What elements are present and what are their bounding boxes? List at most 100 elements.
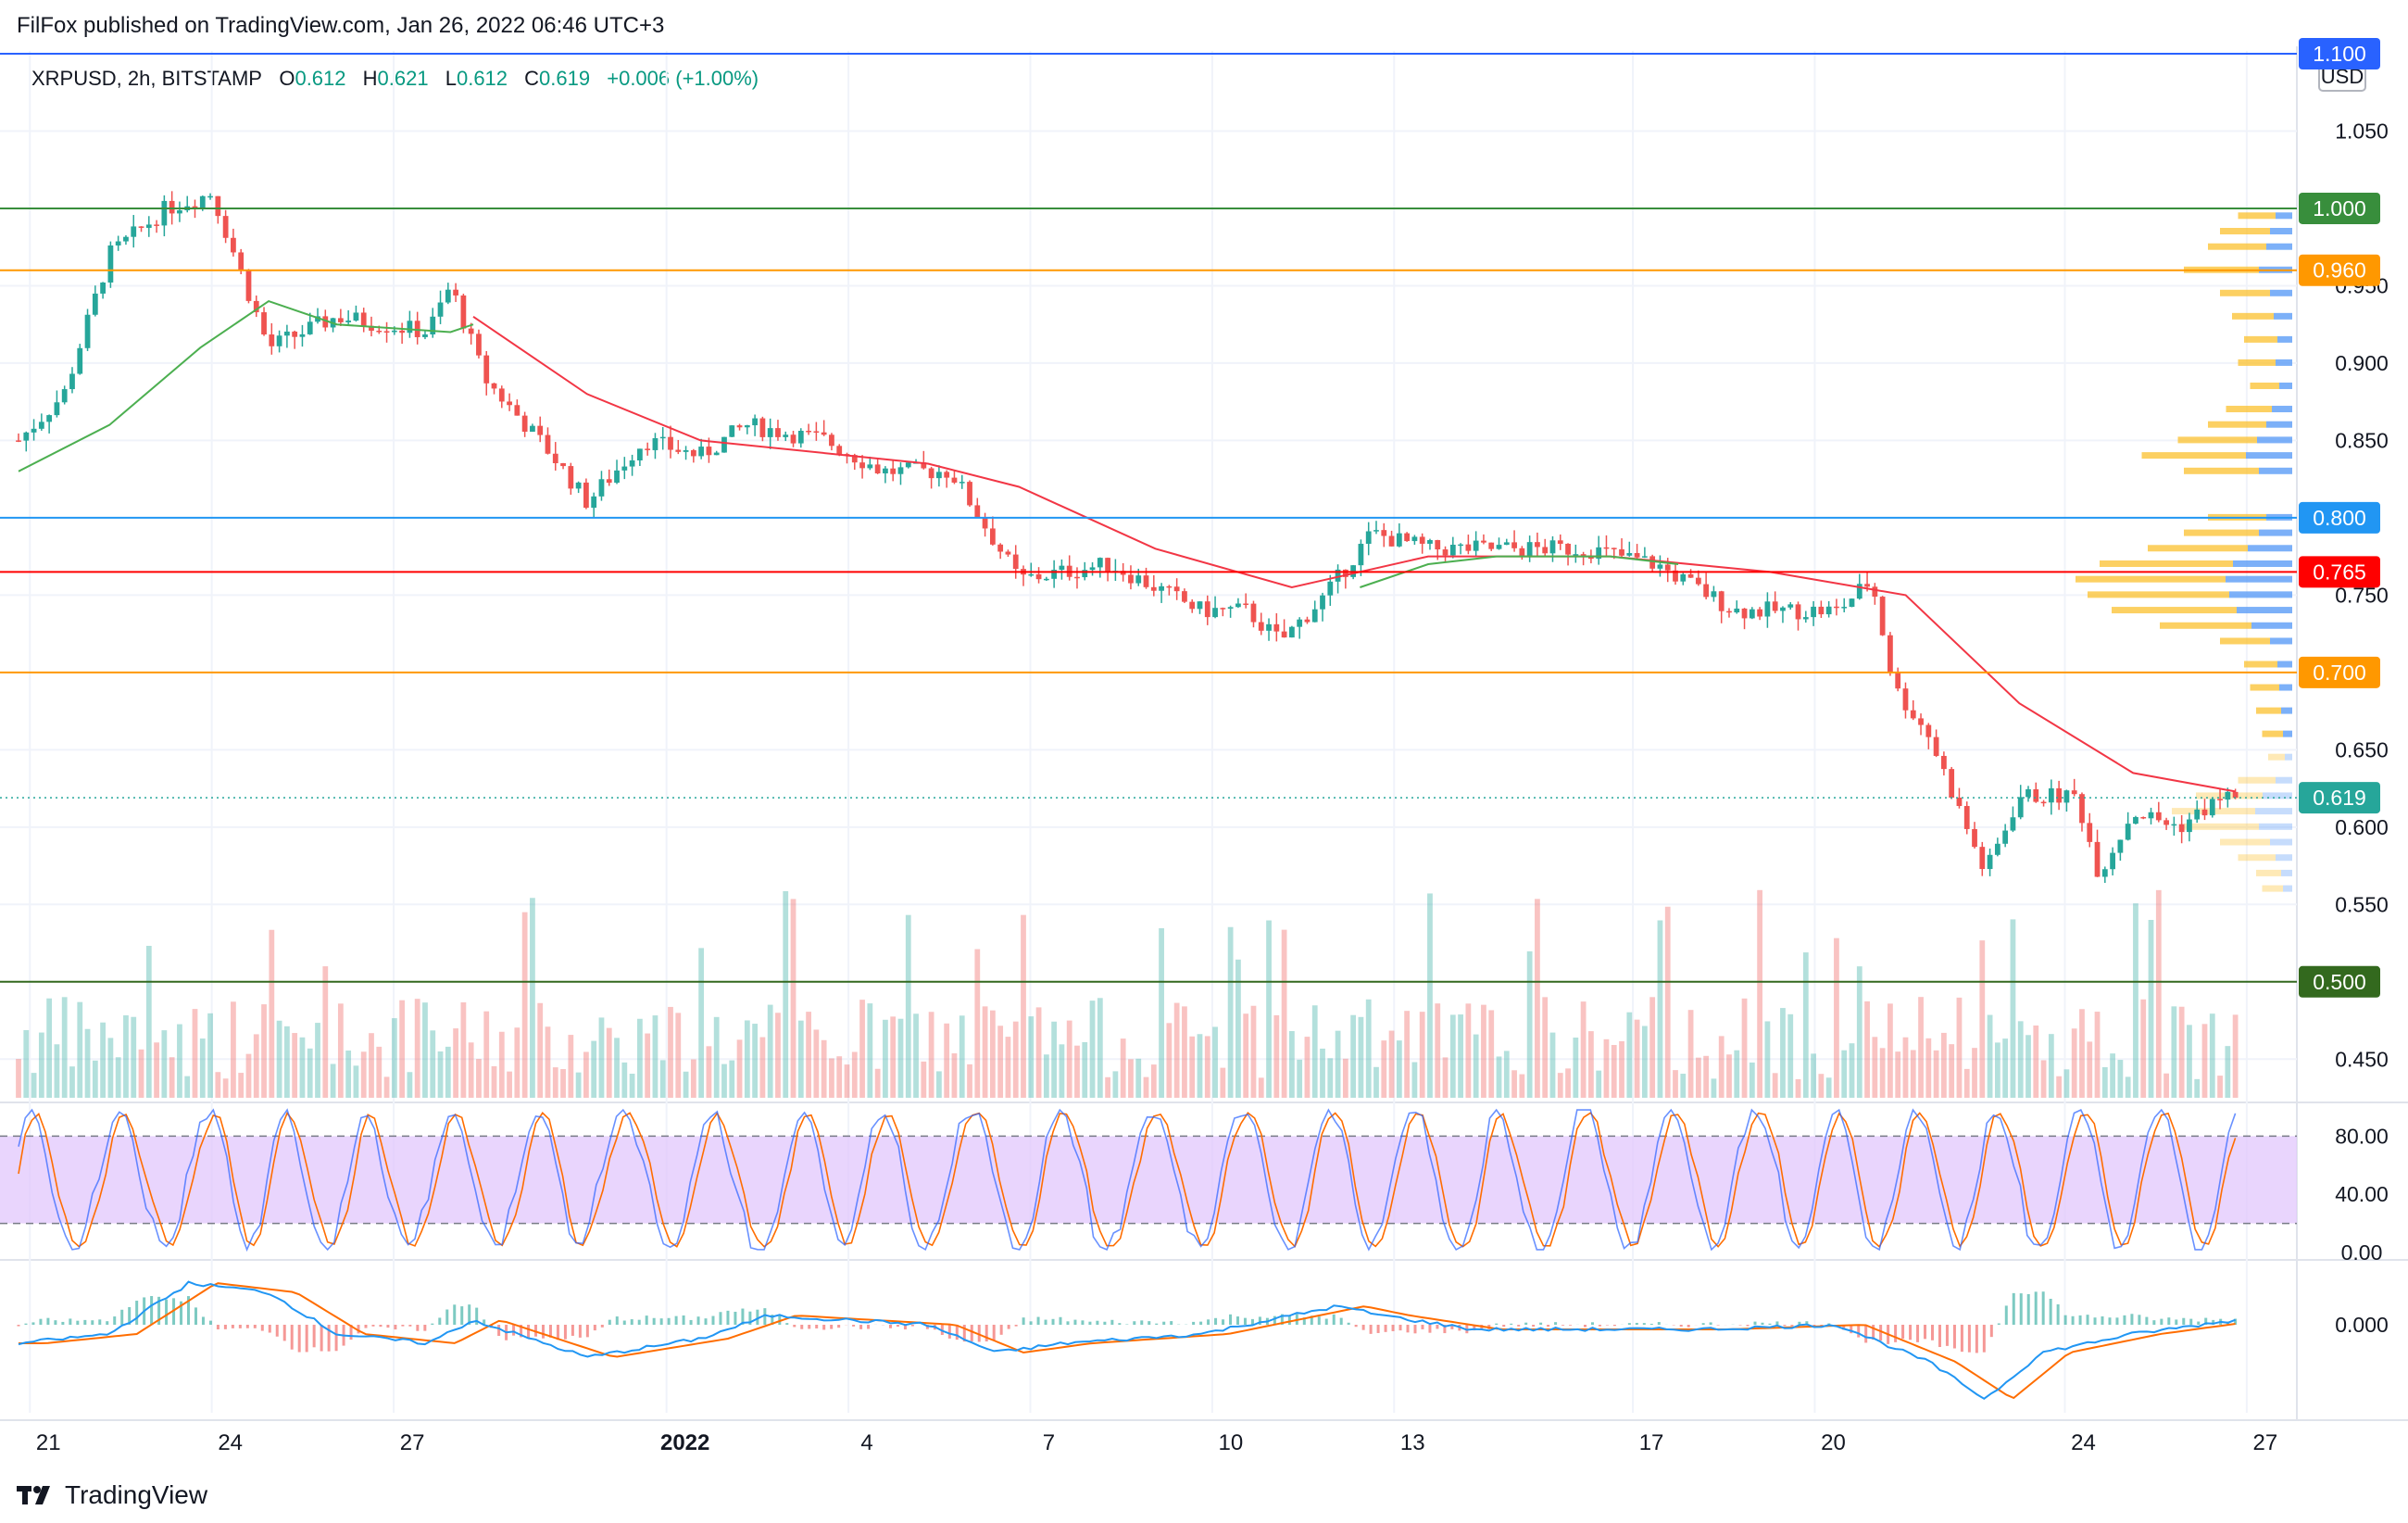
candle-body xyxy=(1388,535,1395,547)
macd-histogram-bar xyxy=(771,1315,774,1325)
candle-body xyxy=(2056,787,2063,803)
time-tick-label: 4 xyxy=(860,1430,872,1455)
macd-histogram-bar xyxy=(1894,1325,1898,1342)
volume-bar xyxy=(1159,927,1164,1098)
macd-tick-label: 0.000 xyxy=(2335,1313,2389,1337)
candle-body xyxy=(1780,607,1786,611)
macd-histogram-bar xyxy=(1273,1315,1276,1325)
macd-histogram-bar xyxy=(1022,1317,1025,1325)
macd-histogram-bar xyxy=(1369,1325,1373,1334)
candle-body xyxy=(1197,601,1203,610)
volume-bar xyxy=(883,1019,888,1098)
volume-bar xyxy=(2148,919,2154,1098)
volume-bar xyxy=(2117,1060,2124,1098)
volume-profile-bar xyxy=(2184,467,2259,474)
volume-bar xyxy=(16,1059,21,1098)
candle-body xyxy=(23,432,30,441)
candle-body xyxy=(905,462,911,468)
candle-body xyxy=(1327,581,1334,596)
volume-bar xyxy=(1150,1064,1157,1098)
volume-bar xyxy=(115,1057,121,1098)
macd-histogram-bar xyxy=(497,1325,501,1337)
volume-profile-bar xyxy=(2266,421,2292,428)
volume-bar xyxy=(1281,929,1287,1098)
macd-histogram-bar xyxy=(128,1306,132,1325)
macd-histogram-bar xyxy=(1583,1325,1587,1328)
candle-body xyxy=(1273,623,1280,632)
price-chart[interactable]: 2124272022471013172024271.0500.9500.9000… xyxy=(0,0,2408,1473)
volume-bar xyxy=(2017,1021,2024,1098)
macd-histogram-bar xyxy=(1517,1325,1521,1327)
macd-histogram-bar xyxy=(120,1309,124,1325)
brand-name[interactable]: TradingView xyxy=(65,1480,208,1509)
volume-bar xyxy=(1511,1070,1517,1098)
candle-body xyxy=(115,241,121,245)
candle-body xyxy=(1473,540,1479,551)
macd-histogram-bar xyxy=(31,1322,35,1325)
macd-histogram-bar xyxy=(970,1325,973,1341)
volume-profile-bar xyxy=(2279,382,2292,389)
volume-bar xyxy=(2125,1076,2131,1098)
candle-body xyxy=(391,330,397,333)
volume-bar xyxy=(951,1053,958,1098)
candle-body xyxy=(591,496,597,509)
volume-bar xyxy=(468,1042,474,1098)
volume-bar xyxy=(1342,1058,1348,1098)
volume-bar xyxy=(1503,1051,1510,1098)
volume-bar xyxy=(1864,1001,1870,1098)
volume-bar xyxy=(1619,1040,1624,1098)
volume-bar xyxy=(376,1046,383,1098)
volume-bar xyxy=(238,1073,245,1098)
candle-body xyxy=(767,428,773,437)
candle-body xyxy=(31,428,37,433)
macd-histogram-bar xyxy=(2189,1318,2193,1325)
candle-body xyxy=(1956,798,1963,807)
macd-histogram-bar xyxy=(1524,1322,1528,1325)
volume-bar xyxy=(905,914,911,1098)
candle-body xyxy=(2087,823,2093,842)
volume-bar xyxy=(123,1015,129,1098)
candle-body xyxy=(713,452,720,456)
volume-profile-bar xyxy=(2259,529,2292,536)
macd-histogram-bar xyxy=(106,1321,109,1325)
volume-profile-bar xyxy=(2232,312,2274,320)
candle-body xyxy=(1503,542,1510,546)
macd-histogram-bar xyxy=(1324,1318,1328,1325)
volume-bar xyxy=(46,998,53,1098)
candle-body xyxy=(2209,799,2215,816)
macd-histogram-bar xyxy=(2145,1316,2149,1325)
volume-bar xyxy=(360,1051,367,1098)
macd-histogram-bar xyxy=(667,1317,671,1325)
price-tick-label: 0.600 xyxy=(2335,815,2389,839)
volume-bar xyxy=(729,1060,735,1098)
volume-profile-bar xyxy=(2281,707,2292,714)
volume-bar xyxy=(1972,1048,1977,1098)
candle-body xyxy=(2048,787,2054,803)
macd-histogram-bar xyxy=(1406,1325,1410,1333)
candle-body xyxy=(614,470,620,484)
candle-body xyxy=(1941,755,1947,770)
candle-body xyxy=(1664,564,1671,571)
macd-histogram-bar xyxy=(719,1312,722,1325)
volume-bar xyxy=(1626,1012,1633,1098)
volume-bar xyxy=(2140,999,2147,1098)
macd-histogram-bar xyxy=(2175,1319,2178,1325)
volume-bar xyxy=(498,1031,505,1098)
candle-body xyxy=(1787,604,1794,608)
candle-body xyxy=(1212,608,1218,618)
macd-histogram-bar xyxy=(985,1325,988,1342)
macd-histogram-bar xyxy=(1310,1315,1313,1325)
volume-bar xyxy=(337,1003,344,1098)
volume-bar xyxy=(1910,1050,1916,1098)
candle-body xyxy=(530,425,535,433)
macd-histogram-bar xyxy=(1170,1321,1173,1325)
candle-body xyxy=(107,245,114,283)
candle-body xyxy=(460,295,467,329)
volume-bar xyxy=(1135,1058,1142,1098)
candle-body xyxy=(1994,843,2000,855)
macd-histogram-bar xyxy=(600,1325,604,1328)
candle-body xyxy=(253,300,259,313)
macd-histogram-bar xyxy=(253,1325,257,1328)
macd-histogram-bar xyxy=(1059,1316,1062,1325)
candle-body xyxy=(1634,553,1640,558)
